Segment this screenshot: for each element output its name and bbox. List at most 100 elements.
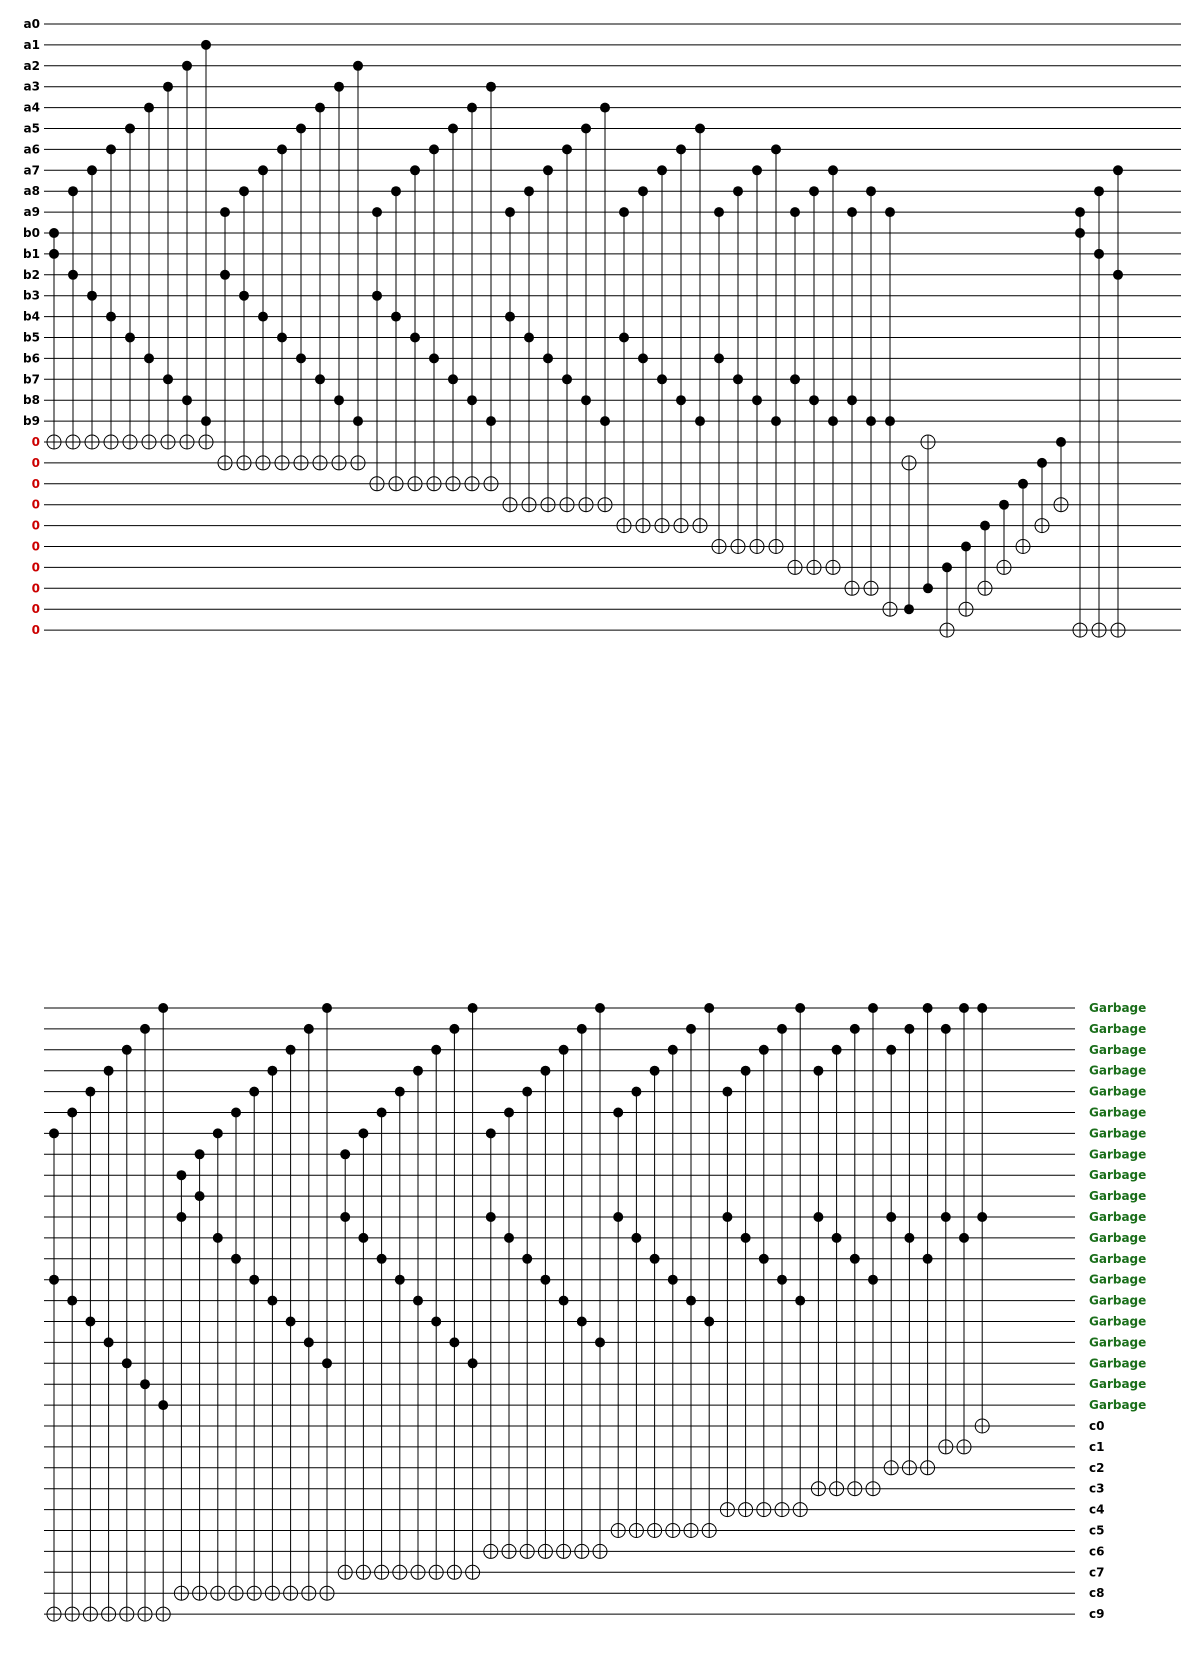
control-dot: [740, 1065, 751, 1076]
wire-label: a0: [24, 17, 40, 31]
toffoli-gate: [369, 207, 385, 492]
wire-label: b0: [23, 226, 40, 240]
control-dot: [885, 416, 895, 427]
control-dot: [740, 1232, 751, 1243]
wire-label: a7: [24, 163, 40, 177]
toffoli-gate: [920, 1003, 936, 1476]
toffoli-gate: [355, 1128, 371, 1580]
garbage-label: Garbage: [1089, 1043, 1146, 1057]
control-dot: [358, 1232, 369, 1243]
control-dot: [125, 332, 135, 343]
control-dot: [315, 374, 325, 385]
toffoli-gate: [101, 1065, 117, 1622]
control-dot: [67, 1295, 78, 1306]
toffoli-gate: [464, 102, 480, 492]
control-dot: [704, 1316, 715, 1327]
control-dot: [85, 1086, 96, 1097]
garbage-label: Garbage: [1089, 1126, 1146, 1140]
toffoli-gate: [446, 1023, 462, 1580]
toffoli-gate: [428, 1044, 444, 1580]
toffoli-gate: [865, 1003, 881, 1497]
control-dot: [849, 1253, 860, 1264]
control-dot: [999, 499, 1009, 510]
garbage-label: Garbage: [1089, 1377, 1146, 1391]
control-dot: [886, 1212, 897, 1222]
toffoli-gate: [665, 1044, 681, 1538]
control-dot: [866, 186, 876, 197]
toffoli-gate: [654, 165, 670, 534]
control-dot: [866, 416, 876, 427]
toffoli-gate: [228, 1107, 244, 1601]
control-dot: [267, 1295, 278, 1306]
garbage-label: Garbage: [1089, 1210, 1146, 1224]
control-dot: [752, 395, 762, 406]
control-dot: [631, 1086, 642, 1097]
wire-label: b2: [23, 268, 40, 282]
toffoli-gate: [559, 144, 575, 513]
toffoli-gate: [787, 207, 803, 575]
toffoli-gate: [768, 144, 784, 554]
toffoli-gate: [119, 1044, 135, 1622]
control-dot: [231, 1253, 241, 1264]
toffoli-gate: [574, 1023, 590, 1559]
control-dot: [1075, 207, 1085, 218]
control-dot: [431, 1316, 442, 1327]
control-dot: [144, 353, 154, 364]
control-dot: [733, 374, 743, 385]
control-dot: [448, 374, 458, 385]
control-dot: [334, 81, 344, 92]
control-dot: [828, 416, 838, 427]
control-dot: [942, 562, 952, 573]
control-dot: [429, 353, 439, 364]
control-dot: [600, 102, 610, 113]
control-dot: [449, 1023, 460, 1034]
toffoli-gate: [920, 434, 936, 594]
control-dot: [182, 60, 192, 71]
wire-label: b6: [23, 351, 40, 365]
control-dot: [1037, 457, 1047, 468]
toffoli-gate: [882, 207, 898, 617]
control-dot: [486, 81, 496, 92]
control-dot: [558, 1044, 569, 1055]
output-label: c2: [1089, 1461, 1104, 1475]
control-dot: [695, 123, 705, 134]
control-dot: [410, 165, 420, 176]
control-dot: [121, 1358, 132, 1369]
control-dot: [940, 1023, 951, 1034]
control-dot: [87, 290, 97, 301]
control-dot: [576, 1316, 587, 1327]
toffoli-gate: [901, 455, 917, 615]
toffoli-gate: [938, 1023, 954, 1455]
control-dot: [904, 604, 914, 615]
control-dot: [695, 416, 705, 427]
wire-label: a2: [24, 59, 40, 73]
control-dot: [631, 1232, 642, 1243]
output-label: c4: [1089, 1503, 1104, 1517]
control-dot: [182, 395, 192, 406]
control-dot: [448, 123, 458, 134]
toffoli-gate: [1072, 207, 1088, 638]
control-dot: [649, 1065, 660, 1076]
toffoli-gate: [312, 102, 328, 471]
control-dot: [813, 1065, 824, 1076]
toffoli-gate: [1053, 437, 1069, 513]
control-dot: [885, 207, 895, 218]
control-dot: [1113, 165, 1123, 176]
output-label: c6: [1089, 1544, 1104, 1558]
garbage-label: Garbage: [1089, 1168, 1146, 1182]
toffoli-gate: [806, 186, 822, 575]
toffoli-gate: [137, 1023, 153, 1622]
control-dot: [258, 311, 268, 322]
control-dot: [296, 353, 306, 364]
toffoli-gate: [537, 1065, 553, 1559]
wire-label: b8: [23, 393, 40, 407]
toffoli-gate: [540, 165, 556, 513]
garbage-label: Garbage: [1089, 1064, 1146, 1078]
control-dot: [467, 102, 477, 113]
ancilla-label: 0: [32, 540, 40, 554]
control-dot: [249, 1274, 260, 1285]
toffoli-gate: [738, 1065, 754, 1518]
ancilla-label: 0: [32, 581, 40, 595]
toffoli-gate: [274, 144, 290, 471]
control-dot: [68, 269, 78, 280]
